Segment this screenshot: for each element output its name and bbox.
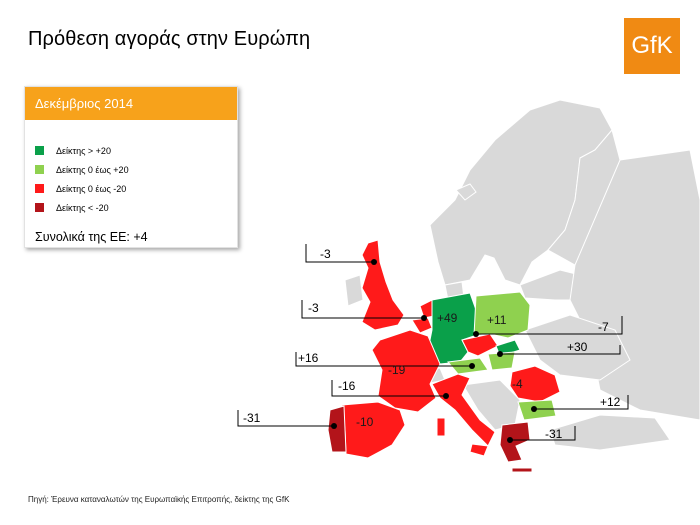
label-greece: -31 <box>545 427 563 441</box>
ukraine-shape <box>524 314 631 381</box>
page-title: Πρόθεση αγοράς στην Ευρώπη <box>28 28 311 50</box>
swatch-red <box>35 184 44 193</box>
dot-czech <box>473 331 479 337</box>
dot-belgium <box>421 315 427 321</box>
legend-item: Δείκτης < -20 <box>35 198 129 217</box>
legend-panel: Δεκέμβριος 2014 Δείκτης > +20 Δείκτης 0 … <box>24 86 238 248</box>
dot-greece <box>507 437 513 443</box>
callout-greece <box>510 426 576 441</box>
dot-slovakia <box>497 351 503 357</box>
legend-item: Δείκτης 0 έως -20 <box>35 179 129 198</box>
legend-list: Δείκτης > +20 Δείκτης 0 έως +20 Δείκτης … <box>35 141 129 217</box>
bulgaria-shape <box>517 399 557 421</box>
label-france: -19 <box>388 363 406 377</box>
swatch-dark-green <box>35 146 44 155</box>
crete-shape <box>511 467 533 473</box>
legend-label: Δείκτης 0 έως -20 <box>56 183 127 194</box>
sicily-shape <box>469 443 489 457</box>
callout-uk <box>305 244 374 263</box>
label-germany: +49 <box>437 311 458 325</box>
label-bulgaria: +12 <box>600 395 621 409</box>
dot-austria <box>469 363 475 369</box>
swatch-dark-red <box>35 203 44 212</box>
legend-item: Δείκτης 0 έως +20 <box>35 160 129 179</box>
label-slovakia: +30 <box>567 340 588 354</box>
swatch-light-green <box>35 165 44 174</box>
belgium-shape <box>411 317 433 334</box>
label-poland: +11 <box>487 313 507 327</box>
greece-shape <box>499 421 531 463</box>
dot-italy <box>443 393 449 399</box>
label-czech: -7 <box>598 320 609 334</box>
callout-czech <box>476 316 623 335</box>
dot-uk <box>371 259 377 265</box>
italy-shape <box>431 373 496 447</box>
portugal-shape <box>327 405 347 453</box>
turkey-shape <box>549 414 671 451</box>
legend-label: Δείκτης > +20 <box>56 145 111 156</box>
label-spain: -10 <box>356 415 374 429</box>
gfk-logo: GfK <box>624 18 680 74</box>
legend-item: Δείκτης > +20 <box>35 141 129 160</box>
eu-total: Συνολικά της ΕΕ: +4 <box>35 230 148 244</box>
label-portugal: -31 <box>243 411 261 425</box>
label-italy: -16 <box>338 379 356 393</box>
hungary-shape <box>487 351 516 371</box>
callout-belgium <box>301 300 424 319</box>
romania-shape <box>509 365 561 403</box>
callout-portugal <box>237 410 334 427</box>
callout-bulgaria <box>534 395 629 410</box>
legend-heading: Δεκέμβριος 2014 <box>25 87 237 120</box>
ireland-shape <box>344 274 364 307</box>
legend-label: Δείκτης 0 έως +20 <box>56 164 129 175</box>
label-romania: -4 <box>512 377 523 391</box>
source-note: Πηγή: Έρευνα καταναλωτών της Ευρωπαϊκής … <box>28 495 290 504</box>
label-belgium: -3 <box>308 301 319 315</box>
czech-shape <box>461 333 499 357</box>
callout-slovakia <box>500 345 621 355</box>
spain-shape <box>341 401 406 459</box>
dot-bulgaria <box>531 406 537 412</box>
uk-shape <box>361 239 405 331</box>
callout-austria <box>295 352 472 367</box>
label-uk: -3 <box>320 247 331 261</box>
legend-label: Δείκτης < -20 <box>56 202 109 213</box>
dot-portugal <box>331 423 337 429</box>
iceland-shape <box>455 183 477 201</box>
label-austria: +16 <box>298 351 319 365</box>
callout-italy <box>331 380 446 397</box>
france-shape <box>371 329 441 413</box>
sardinia-shape <box>436 417 446 437</box>
